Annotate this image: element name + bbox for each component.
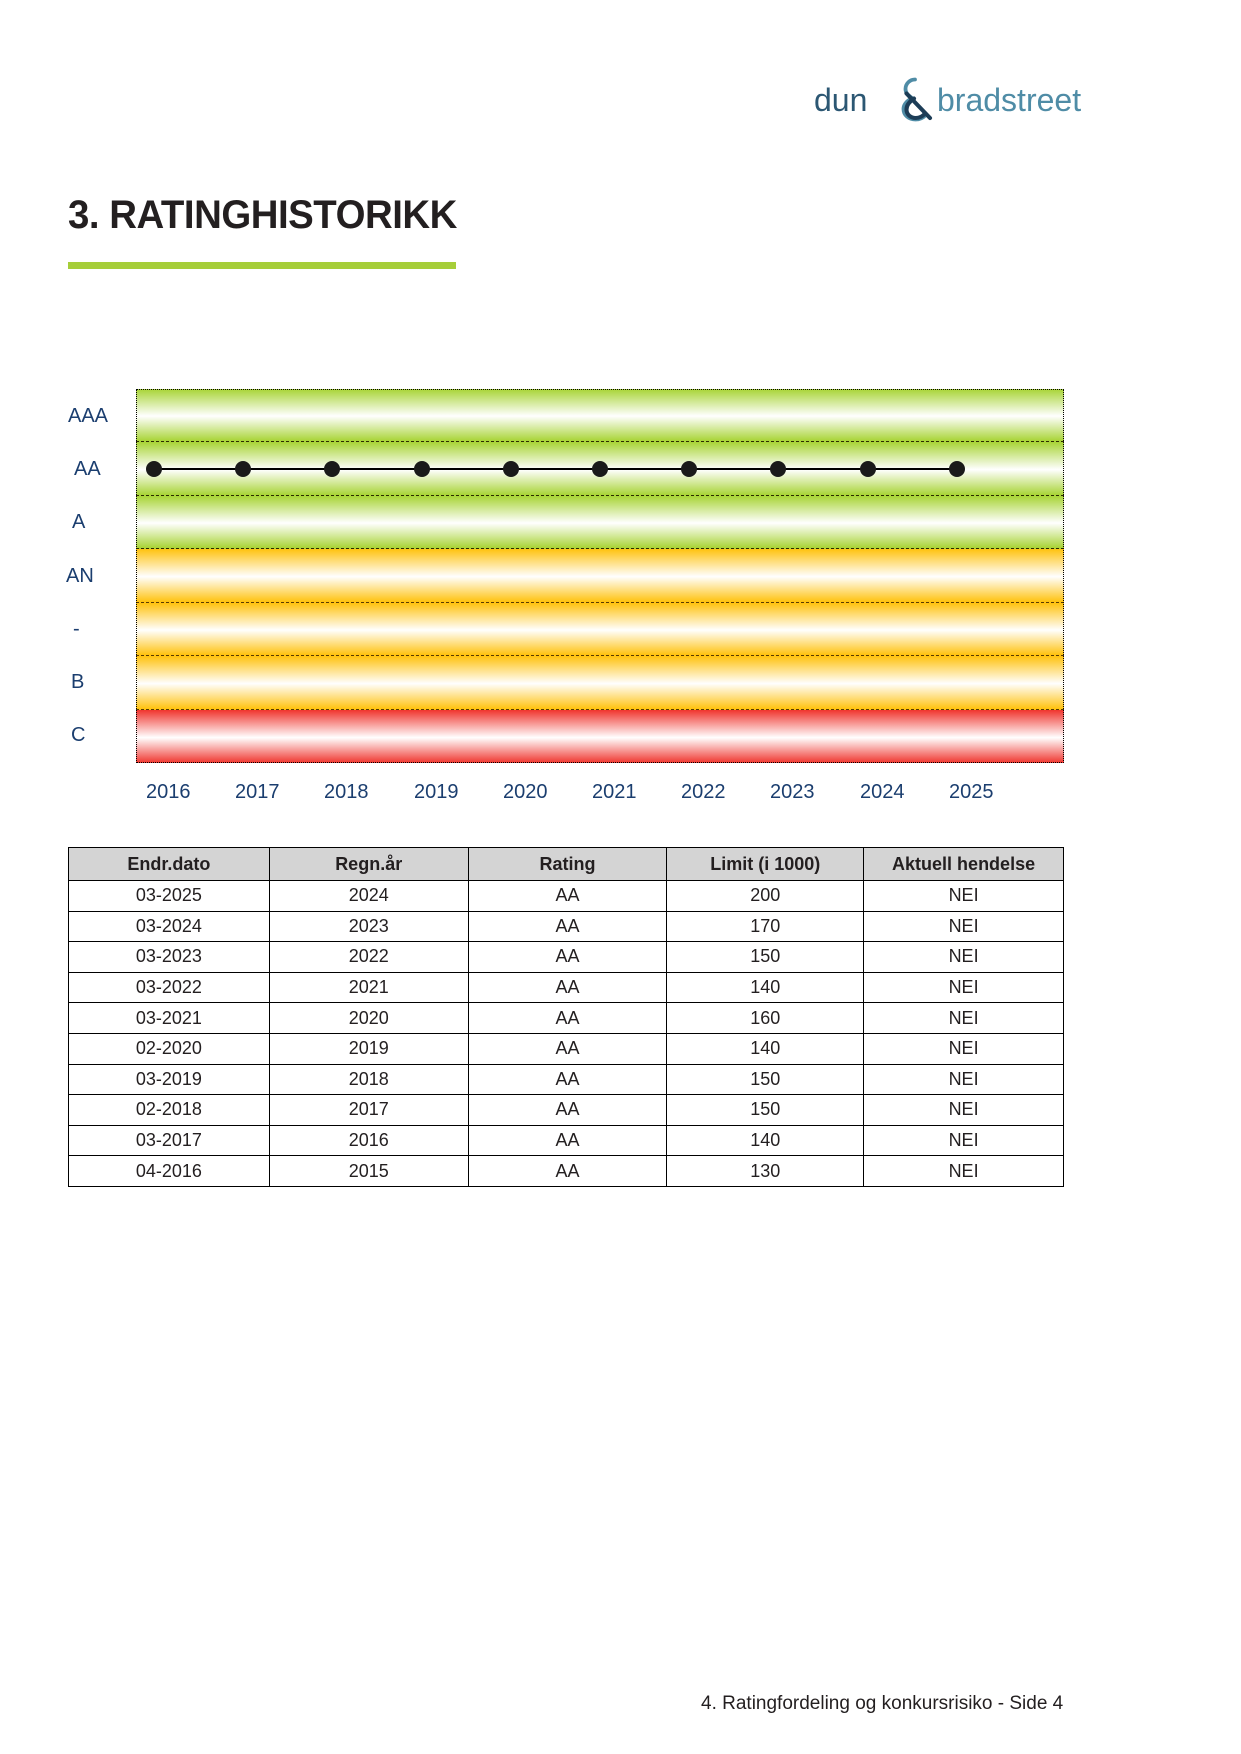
svg-text:bradstreet: bradstreet [937,82,1081,118]
svg-text:dun: dun [814,82,867,118]
